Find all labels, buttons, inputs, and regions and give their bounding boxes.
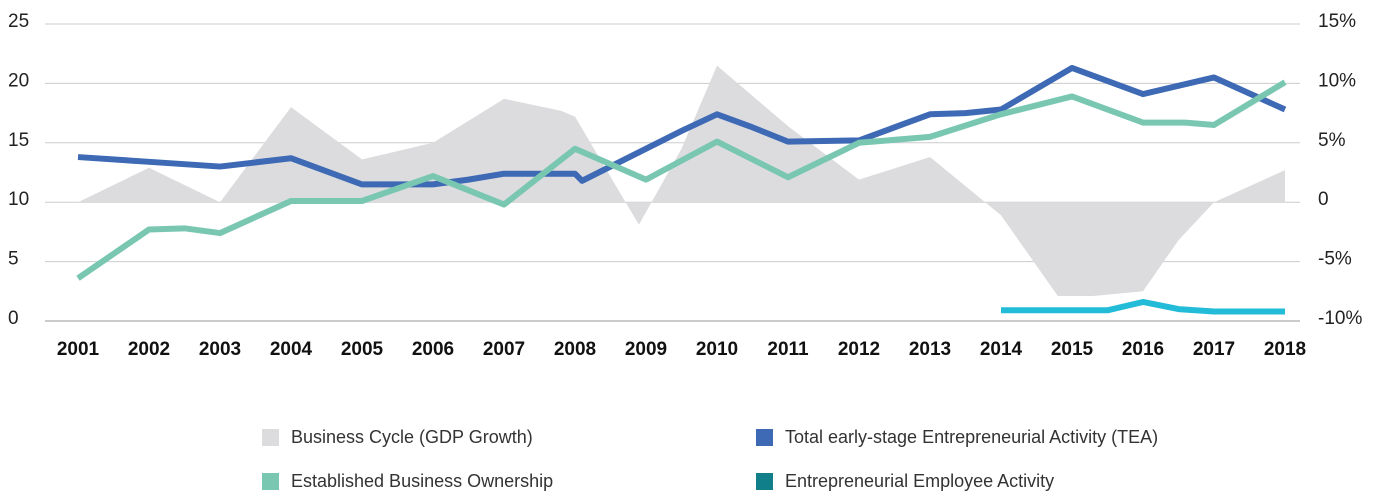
y2-tick-label: 10%	[1318, 70, 1356, 91]
x-tick-label: 2014	[980, 339, 1023, 360]
legend-label: Total early-stage Entrepreneurial Activi…	[785, 427, 1158, 447]
y-tick-label: 0	[8, 308, 19, 329]
legend-swatch	[756, 473, 773, 490]
y-tick-label: 5	[8, 249, 19, 270]
x-tick-label: 2015	[1051, 339, 1094, 360]
x-tick-label: 2018	[1264, 339, 1306, 360]
x-tick-label: 2017	[1193, 339, 1235, 360]
y2-tick-label: -5%	[1318, 249, 1352, 270]
legend-swatch	[756, 429, 773, 446]
legend-label: Established Business Ownership	[291, 471, 553, 491]
y-tick-label: 10	[8, 189, 29, 210]
x-tick-label: 2013	[909, 339, 951, 360]
y2-tick-label: 5%	[1318, 130, 1346, 151]
x-tick-label: 2005	[341, 339, 384, 360]
line	[1001, 298, 1285, 315]
x-tick-label: 2008	[554, 339, 596, 360]
y2-tick-label: 0	[1318, 189, 1329, 210]
y-tick-label: 25	[8, 11, 29, 32]
x-tick-label: 2010	[696, 339, 738, 360]
legend-label: Business Cycle (GDP Growth)	[291, 427, 533, 447]
x-tick-label: 2012	[838, 339, 880, 360]
y-tick-label: 15	[8, 130, 29, 151]
x-tick-label: 2006	[412, 339, 454, 360]
x-tick-label: 2009	[625, 339, 667, 360]
legend-swatch	[262, 429, 279, 446]
legend-swatch	[262, 473, 279, 490]
x-tick-label: 2002	[128, 339, 170, 360]
line	[77, 64, 1287, 188]
area	[78, 65, 1285, 297]
legend-label: Entrepreneurial Employee Activity	[785, 471, 1054, 491]
x-tick-label: 2016	[1122, 339, 1164, 360]
x-tick-label: 2011	[767, 339, 809, 360]
x-tick-label: 2003	[199, 339, 241, 360]
y2-tick-label: -10%	[1318, 308, 1362, 329]
x-tick-label: 2007	[483, 339, 525, 360]
x-tick-label: 2001	[57, 339, 100, 360]
line	[76, 79, 1287, 281]
y-tick-label: 20	[8, 70, 29, 91]
x-tick-label: 2004	[270, 339, 313, 360]
y2-tick-label: 15%	[1318, 11, 1356, 32]
